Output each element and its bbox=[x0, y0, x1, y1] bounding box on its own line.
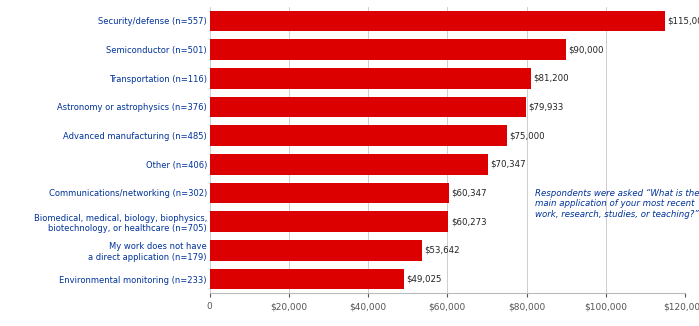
Text: $53,642: $53,642 bbox=[424, 246, 460, 255]
Bar bbox=[210, 39, 566, 60]
Bar bbox=[210, 68, 531, 89]
Text: Respondents were asked “What is the
main application of your most recent
work, r: Respondents were asked “What is the main… bbox=[535, 189, 699, 219]
Bar bbox=[210, 211, 449, 232]
Bar bbox=[210, 183, 449, 203]
Text: $90,000: $90,000 bbox=[568, 45, 604, 54]
Text: $60,347: $60,347 bbox=[451, 188, 487, 198]
Text: $49,025: $49,025 bbox=[406, 274, 442, 284]
Text: $81,200: $81,200 bbox=[534, 74, 569, 83]
Bar bbox=[210, 269, 404, 289]
Bar bbox=[210, 96, 526, 117]
Text: $70,347: $70,347 bbox=[491, 160, 526, 169]
Text: $115,000: $115,000 bbox=[668, 16, 699, 25]
Text: $75,000: $75,000 bbox=[509, 131, 545, 140]
Bar bbox=[210, 125, 507, 146]
Text: $79,933: $79,933 bbox=[528, 102, 564, 111]
Bar bbox=[210, 240, 422, 261]
Bar bbox=[210, 154, 489, 175]
Text: $60,273: $60,273 bbox=[451, 217, 487, 226]
Bar bbox=[210, 10, 665, 31]
